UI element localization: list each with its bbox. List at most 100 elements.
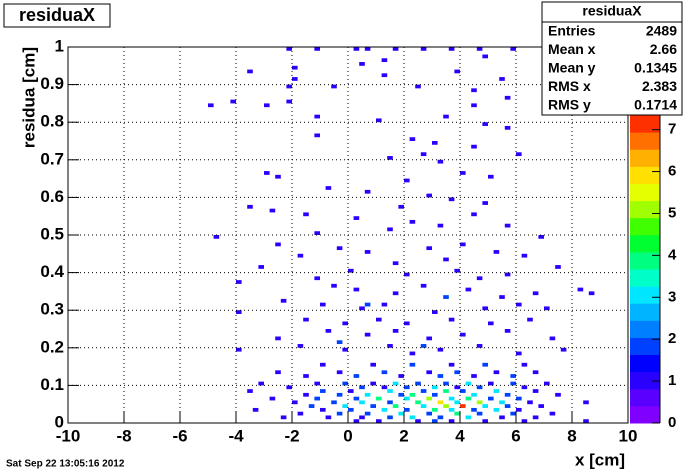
cell (314, 114, 320, 119)
z-tick-label: 0 (668, 414, 676, 431)
cell (314, 276, 320, 281)
cell (409, 392, 416, 397)
cell (532, 389, 539, 393)
palette-band (630, 183, 660, 202)
cell (252, 407, 259, 412)
cell (437, 374, 444, 378)
cell (510, 411, 516, 416)
cell (443, 257, 449, 262)
cell (420, 47, 427, 51)
cell (392, 47, 399, 51)
cell (493, 370, 500, 375)
cell (353, 396, 360, 401)
palette-band (630, 354, 660, 373)
cell (432, 310, 438, 314)
cell (359, 400, 365, 405)
cell (437, 159, 444, 164)
cell (426, 411, 432, 416)
cell (409, 137, 416, 141)
cell (465, 287, 472, 292)
cell (280, 415, 287, 420)
palette-band (630, 234, 660, 253)
cell (499, 295, 505, 299)
cell (269, 208, 276, 213)
palette-band (630, 115, 660, 133)
cell (510, 381, 516, 386)
cell (415, 381, 421, 386)
cell (488, 321, 494, 326)
cell (426, 193, 432, 198)
cell (247, 204, 253, 209)
cell (364, 47, 371, 51)
cell (504, 95, 511, 100)
cell (409, 415, 416, 420)
cell (493, 250, 500, 254)
cell (476, 276, 483, 281)
cell (448, 396, 455, 401)
cell (532, 415, 539, 420)
y-tick-label: 0.5 (40, 224, 64, 243)
stat-value: 0.1345 (634, 60, 677, 76)
cell (432, 392, 438, 397)
x-tick-label: 8 (567, 426, 576, 445)
cell (482, 362, 488, 367)
cell (482, 122, 488, 126)
cell (426, 336, 432, 341)
cell (336, 411, 343, 416)
cell (516, 407, 522, 412)
cell (488, 396, 494, 401)
cell (247, 389, 253, 393)
cell (510, 47, 516, 51)
palette-band (630, 371, 660, 390)
stats-title: residuaX (582, 3, 642, 19)
x-axis-title: x [cm] (575, 450, 625, 469)
cell (230, 99, 236, 104)
cell (448, 317, 455, 322)
cell (504, 125, 511, 130)
cell (264, 171, 270, 175)
cell (420, 389, 427, 393)
cell (488, 174, 494, 179)
cell (432, 141, 438, 145)
cell (516, 351, 522, 356)
cell (236, 280, 242, 284)
cell (555, 392, 561, 397)
cell (476, 344, 483, 348)
cell (398, 411, 404, 416)
cell (353, 287, 360, 292)
cell (308, 404, 315, 408)
cell (314, 396, 320, 401)
cell (387, 389, 393, 393)
z-tick-label: 6 (668, 163, 676, 180)
palette-band (630, 132, 660, 150)
cell (331, 400, 337, 405)
cell (499, 400, 505, 405)
cell (348, 389, 354, 393)
cell (460, 389, 466, 393)
x-tick-label: 2 (399, 426, 408, 445)
chart-title: residuaX (19, 5, 95, 25)
z-tick-label: 3 (668, 288, 676, 305)
cell (420, 283, 427, 288)
cell (292, 400, 298, 405)
cell (381, 58, 388, 63)
cell (544, 381, 550, 386)
cell (448, 197, 455, 202)
cell (588, 291, 595, 296)
cell (392, 329, 399, 333)
cell (432, 419, 438, 423)
axes: -10 -8 -6 -4 -2 0 2 4 6 8 1000.10.20.30.40.50.60.7… (40, 36, 677, 445)
cell (376, 396, 382, 401)
cell (482, 306, 488, 311)
cell (286, 99, 292, 104)
cell (236, 310, 242, 314)
cell (471, 407, 477, 412)
z-tick-label: 1 (668, 372, 676, 389)
palette-band (630, 303, 660, 321)
stat-label: RMS y (548, 97, 591, 113)
cell (499, 77, 505, 81)
palette-band (630, 337, 660, 356)
cell (275, 336, 281, 341)
palette-band (630, 251, 660, 270)
x-tick-label: -8 (116, 426, 131, 445)
